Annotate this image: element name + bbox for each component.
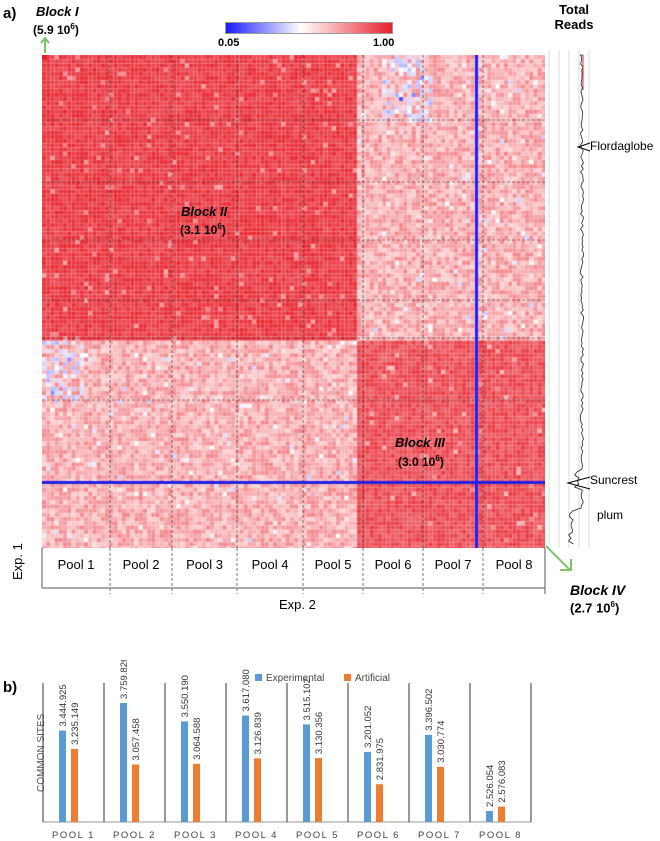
pool-1-label: Pool 1 xyxy=(57,557,95,572)
category-label-8: POOL 8 xyxy=(479,830,522,841)
pool-5-label: Pool 5 xyxy=(314,557,352,572)
bar-artificial-4 xyxy=(254,758,261,822)
legend-label-experimental: Experimental xyxy=(266,673,324,684)
category-label-3: POOL 3 xyxy=(174,830,217,841)
bar-artificial-7 xyxy=(437,766,444,822)
legend-swatch-artificial xyxy=(344,674,351,681)
category-label-7: POOL 7 xyxy=(418,830,461,841)
block-iv-label: Block IV xyxy=(570,582,626,598)
pool-6-label: Pool 6 xyxy=(374,557,412,572)
category-label-6: POOL 6 xyxy=(357,830,400,841)
pool-4-label: Pool 4 xyxy=(251,557,289,572)
block-i-reads: (5.9 106) xyxy=(33,22,79,37)
data-label-artificial-3: 3.064.588 xyxy=(192,718,203,760)
bar-artificial-5 xyxy=(315,758,322,822)
exp-2-label: Exp. 2 xyxy=(279,597,316,612)
legend-label-artificial: Artificial xyxy=(355,673,390,684)
pool-2-label: Pool 2 xyxy=(122,557,160,572)
data-label-artificial-5: 3.130.356 xyxy=(314,712,325,754)
bar-artificial-8 xyxy=(498,806,505,822)
common-sites-bar-chart: Experimental Artificial COMMON SITES 3.444.… xyxy=(36,660,532,841)
bar-artificial-3 xyxy=(193,763,200,822)
data-label-experimental-3: 3.550.190 xyxy=(180,675,191,717)
block-iii-reads: (3.0 106) xyxy=(398,454,444,469)
block-i-arrow-icon xyxy=(40,36,50,53)
reads-trace xyxy=(567,54,584,545)
data-label-experimental-6: 3.201.052 xyxy=(363,706,374,748)
total-reads-track xyxy=(548,50,590,548)
data-label-experimental-4: 3.617.080 xyxy=(241,669,252,711)
data-label-artificial-4: 3.126.839 xyxy=(253,712,264,754)
data-label-artificial-1: 3.235.149 xyxy=(70,703,81,745)
panel-a-label: a) xyxy=(3,5,17,22)
data-label-experimental-8: 2.526.054 xyxy=(485,765,496,807)
block-i-label: Block I xyxy=(36,4,79,19)
bar-experimental-2 xyxy=(120,703,127,822)
colorbar-min-label: 0.05 xyxy=(218,37,240,49)
block-iii-label: Block III xyxy=(395,435,445,450)
pool-axis-frame xyxy=(41,548,546,594)
data-label-artificial-7: 3.030.774 xyxy=(436,721,447,763)
bar-experimental-5 xyxy=(303,724,310,822)
colorbar xyxy=(225,22,393,34)
bar-experimental-1 xyxy=(59,730,66,822)
bar-experimental-4 xyxy=(242,715,249,822)
category-label-4: POOL 4 xyxy=(235,830,278,841)
annotation-flordaglobe: Flordaglobe xyxy=(590,139,654,153)
pool-8-label: Pool 8 xyxy=(495,557,533,572)
y-axis-label: COMMON SITES xyxy=(36,713,47,792)
bar-experimental-7 xyxy=(425,734,432,822)
category-label-5: POOL 5 xyxy=(296,830,339,841)
data-label-experimental-5: 3.515.102 xyxy=(302,678,313,720)
data-label-experimental-7: 3.396.502 xyxy=(424,689,435,731)
data-label-artificial-6: 2.831.975 xyxy=(375,738,386,780)
data-label-artificial-2: 3.057.458 xyxy=(131,718,142,760)
bar-experimental-8 xyxy=(486,810,493,822)
category-label-2: POOL 2 xyxy=(113,830,156,841)
total-reads-title: Total Reads xyxy=(554,2,594,32)
block-iv-arrow-icon xyxy=(545,545,572,571)
pool-3-label: Pool 3 xyxy=(186,557,223,572)
pool-divider-grid xyxy=(42,55,545,548)
block-ii-label: Block II xyxy=(181,204,228,219)
bar-artificial-2 xyxy=(132,764,139,822)
correlation-heatmap xyxy=(42,55,545,548)
colorbar-max-label: 1.00 xyxy=(373,37,395,49)
block-iv-reads: (2.7 106) xyxy=(570,600,620,616)
data-label-experimental-2: 3.759.826 xyxy=(119,660,130,699)
bar-artificial-6 xyxy=(376,784,383,822)
block-ii-reads: (3.1 106) xyxy=(180,222,226,237)
annotation-suncrest: Suncrest xyxy=(590,473,638,487)
panel-b-label: b) xyxy=(3,679,18,696)
category-label-1: POOL 1 xyxy=(52,830,95,841)
bar-artificial-1 xyxy=(71,748,78,822)
data-label-experimental-1: 3.444.925 xyxy=(58,684,69,726)
legend-swatch-experimental xyxy=(255,674,262,681)
bar-experimental-3 xyxy=(181,721,188,822)
data-label-artificial-8: 2.576.083 xyxy=(497,760,508,802)
pool-7-label: Pool 7 xyxy=(434,557,472,572)
annotation-pointers xyxy=(566,142,591,490)
exp-1-label: Exp. 1 xyxy=(10,543,25,580)
annotation-plum: plum xyxy=(597,508,624,522)
bar-experimental-6 xyxy=(364,751,371,822)
